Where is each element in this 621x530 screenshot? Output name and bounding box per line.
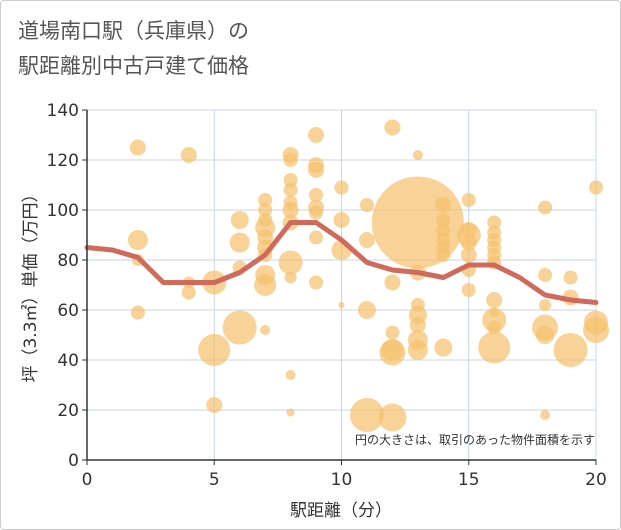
bubble xyxy=(553,333,588,367)
bubble xyxy=(222,310,257,345)
y-tick-label: 20 xyxy=(57,401,79,421)
bubble xyxy=(358,232,375,248)
bubbles xyxy=(127,119,609,432)
bubble xyxy=(460,247,477,263)
bubble xyxy=(436,223,451,237)
bubble xyxy=(129,139,146,156)
x-tick-label: 5 xyxy=(209,470,220,490)
bubble xyxy=(461,193,476,207)
bubble xyxy=(283,173,298,187)
bubble xyxy=(285,370,296,380)
bubble xyxy=(487,320,502,335)
bubble xyxy=(258,203,273,217)
chart-title-line-1: 道場南口駅（兵庫県）の xyxy=(18,19,249,43)
bubble xyxy=(309,230,324,245)
bubble xyxy=(461,283,476,297)
bubble xyxy=(230,211,249,229)
bubble xyxy=(536,326,555,344)
bubble xyxy=(563,270,578,285)
bubble xyxy=(283,183,298,197)
bubble xyxy=(127,230,148,250)
bubble xyxy=(487,215,502,230)
bubble xyxy=(539,299,552,311)
bubble xyxy=(333,212,350,228)
bubble xyxy=(384,119,401,136)
tick-labels: 0 5 10 15 20 0 20 40 60 80 100 120 140 xyxy=(47,101,607,490)
bubble xyxy=(130,305,145,320)
y-tick-label: 60 xyxy=(57,301,79,321)
bubble xyxy=(384,274,401,291)
lines xyxy=(84,220,599,305)
x-tick-label: 15 xyxy=(458,470,480,490)
bubble xyxy=(385,325,400,340)
y-tick-label: 120 xyxy=(47,151,79,171)
bubble xyxy=(338,302,345,308)
bubble xyxy=(283,153,298,167)
bubble xyxy=(206,397,223,413)
bubble xyxy=(260,325,271,335)
bubble xyxy=(486,292,503,308)
bubble xyxy=(284,271,297,284)
x-tick-label: 10 xyxy=(331,470,353,490)
chart-title: 道場南口駅（兵庫県）の 駅距離別中古戸建て価格 xyxy=(18,14,618,84)
bubble xyxy=(540,410,551,420)
bubble xyxy=(435,197,452,213)
bubble xyxy=(583,317,609,343)
bubble xyxy=(198,334,231,366)
y-tick-label: 40 xyxy=(57,351,79,371)
y-tick-label: 80 xyxy=(57,251,79,271)
bubble xyxy=(460,234,477,251)
x-tick-label: 20 xyxy=(585,470,607,490)
bubble xyxy=(357,301,376,319)
bubble xyxy=(309,205,324,220)
average-price-line xyxy=(84,220,599,305)
bubble xyxy=(278,250,303,275)
bubble xyxy=(378,403,407,432)
bubble xyxy=(538,200,553,215)
y-tick-label: 140 xyxy=(47,101,79,121)
bubble xyxy=(407,340,428,360)
y-tick-label: 100 xyxy=(47,201,79,221)
bubble xyxy=(409,317,426,333)
bubble xyxy=(258,193,273,207)
x-axis-label: 駅距離（分） xyxy=(290,501,392,521)
bubble-size-note: 円の大きさは、取引のあった物件面積を示す xyxy=(355,432,595,447)
chart-title-line-2: 駅距離別中古戸建て価格 xyxy=(18,54,249,78)
y-axis-label: 坪（3.3㎡）単価（万円） xyxy=(21,185,41,382)
bubble xyxy=(181,285,196,300)
bubble xyxy=(308,162,325,178)
bubble xyxy=(309,275,324,290)
bubble xyxy=(308,127,325,143)
x-tick-label: 0 xyxy=(82,470,93,490)
bubble xyxy=(282,202,299,218)
bubble xyxy=(434,338,453,357)
bubble xyxy=(254,274,277,296)
axes xyxy=(82,109,597,465)
bubble xyxy=(589,180,603,195)
bubble xyxy=(180,147,197,163)
bubble xyxy=(436,248,451,262)
bubble xyxy=(538,268,553,282)
bubble xyxy=(478,331,511,364)
bubble xyxy=(359,198,374,212)
y-tick-label: 0 xyxy=(68,451,79,471)
bubble xyxy=(229,232,250,253)
bubble xyxy=(334,180,349,195)
bubble xyxy=(379,339,406,366)
bubble xyxy=(286,408,295,417)
bubble xyxy=(436,213,451,227)
bubble xyxy=(349,398,384,432)
bubble xyxy=(309,188,324,202)
bubble xyxy=(412,150,423,160)
